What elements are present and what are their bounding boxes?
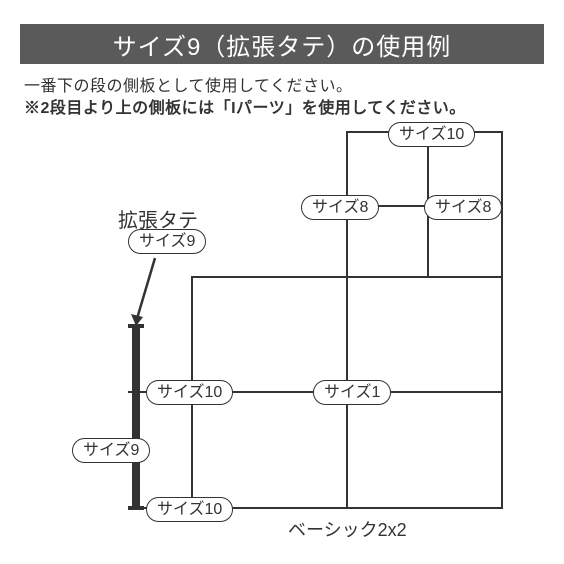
pill-size9-callout: サイズ9 (128, 229, 206, 254)
pill-size10-bottom: サイズ10 (146, 497, 233, 522)
pill-size8-left: サイズ8 (301, 195, 379, 220)
canvas: サイズ9（拡張タテ）の使用例 一番下の段の側板として使用してください。 ※2段目… (0, 0, 564, 564)
pill-size10-top: サイズ10 (388, 122, 475, 147)
pill-size8-right: サイズ8 (424, 195, 502, 220)
basic-label: ベーシック2x2 (288, 516, 407, 542)
pill-size10-mid-left: サイズ10 (146, 380, 233, 405)
pill-size9-bottom: サイズ9 (72, 438, 150, 463)
assembly-diagram (0, 0, 564, 564)
pill-size1-mid: サイズ1 (313, 380, 391, 405)
